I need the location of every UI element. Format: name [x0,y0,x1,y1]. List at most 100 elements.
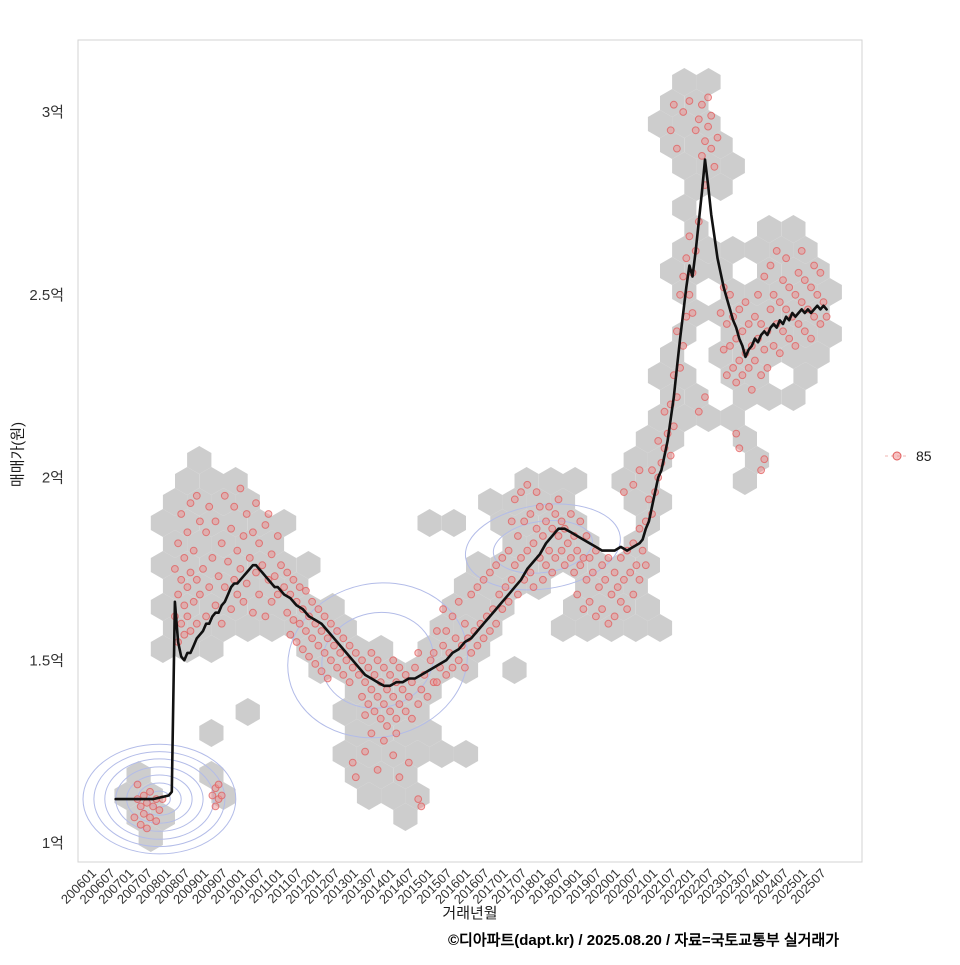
hex-cell [211,614,236,642]
scatter-point-85 [669,100,678,109]
scatter-point-85 [364,700,373,708]
scatter-point-85 [585,554,594,562]
scatter-point-85 [249,528,257,537]
scatter-point-85 [775,349,784,358]
scatter-point-85 [442,671,451,679]
scatter-point-85 [567,554,575,562]
scatter-point-85 [791,342,800,350]
scatter-point-85 [794,320,803,328]
scatter-point-85 [267,597,276,606]
scatter-point-85 [704,93,712,102]
scatter-point-85 [607,590,616,599]
hex-cell [647,614,673,642]
scatter-point-85 [486,568,494,577]
hex-cell [332,614,357,642]
scatter-point-85 [392,729,401,738]
scatter-point-85 [604,619,613,628]
scatter-point-85 [373,692,382,701]
hex-cell [150,509,175,537]
hex-cell [793,362,818,390]
scatter-point-85 [429,649,438,657]
scatter-point-85 [130,813,139,822]
scatter-point-85 [669,422,678,431]
scatter-point-85 [694,115,703,124]
hex-cell [526,488,551,516]
hex-cell [502,656,527,684]
scatter-point-85 [592,612,600,621]
hex-cell [356,740,382,768]
scatter-point-85 [467,649,476,657]
scatter-point-85 [473,641,482,650]
hex-cell [684,383,709,411]
scatter-point-85 [333,663,342,672]
scatter-point-85 [174,590,183,599]
scatter-point-85 [666,126,675,135]
scatter-point-85 [146,787,154,796]
scatter-point-85 [807,334,815,343]
trend-line [114,158,828,801]
scatter-point-85 [707,111,716,120]
scatter-point-85 [626,568,635,577]
hex-cell [623,488,648,516]
scatter-point-85 [517,554,525,562]
scatter-point-85 [810,261,818,270]
scatter-point-85 [143,824,151,833]
density-contour [492,520,593,574]
hex-cell [381,782,406,810]
scatter-point-85 [635,524,644,533]
scatter-point-85 [610,612,619,621]
scatter-point-85 [383,722,391,730]
scatter-point-85 [370,707,379,716]
y-tick-label: 2억 [42,470,64,487]
scatter-point-85 [214,780,223,789]
scatter-point-85 [273,532,282,540]
scatter-point-85 [155,806,164,814]
scatter-point-85 [380,736,388,745]
scatter-point-85 [560,561,569,570]
scatter-point-85 [177,619,186,628]
scatter-point-85 [629,480,638,489]
scatter-point-85 [192,575,201,584]
scatter-point-85 [351,649,360,657]
scatter-point-85 [648,466,656,475]
scatter-point-85 [373,656,382,665]
hex-cell [550,488,576,516]
scatter-point-85 [327,619,335,628]
scatter-point-85 [320,612,329,621]
hex-cell [150,551,175,579]
scatter-point-85 [227,524,236,533]
scatter-point-85 [698,100,706,109]
scatter-point-85 [504,546,513,555]
scatter-point-85 [183,528,192,537]
scatter-point-85 [311,660,320,668]
scatter-point-85 [205,502,214,511]
scatter-point-85 [386,707,395,716]
hex-cell [635,425,660,453]
scatter-point-85 [616,597,625,606]
scatter-point-85 [507,517,516,526]
scatter-point-85 [433,678,441,687]
scatter-point-85 [479,575,488,584]
scatter-point-85 [810,312,818,321]
scatter-point-85 [757,320,765,328]
hex-cell [684,299,709,327]
scatter-point-85 [208,554,217,562]
hex-cell [296,635,321,663]
scatter-point-85 [760,455,769,464]
scatter-point-85 [361,711,370,719]
scatter-point-85 [174,539,183,548]
scatter-point-85 [738,327,747,336]
scatter-point-85 [451,634,460,643]
scatter-point-85 [526,568,535,577]
hex-cell [781,383,806,411]
scatter-point-85 [392,714,401,723]
scatter-point-85 [707,144,716,153]
scatter-point-85 [270,572,279,581]
hex-cell [393,719,418,747]
hex-cell [563,467,588,495]
scatter-point-85 [217,619,226,628]
hex-cell [720,152,745,180]
scatter-point-85 [785,283,794,292]
scatter-point-85 [539,532,547,540]
scatter-point-85 [517,488,525,497]
